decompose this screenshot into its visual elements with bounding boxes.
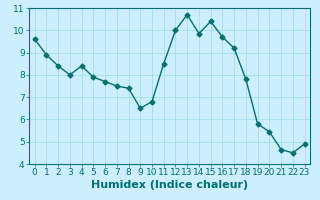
X-axis label: Humidex (Indice chaleur): Humidex (Indice chaleur) <box>91 180 248 190</box>
